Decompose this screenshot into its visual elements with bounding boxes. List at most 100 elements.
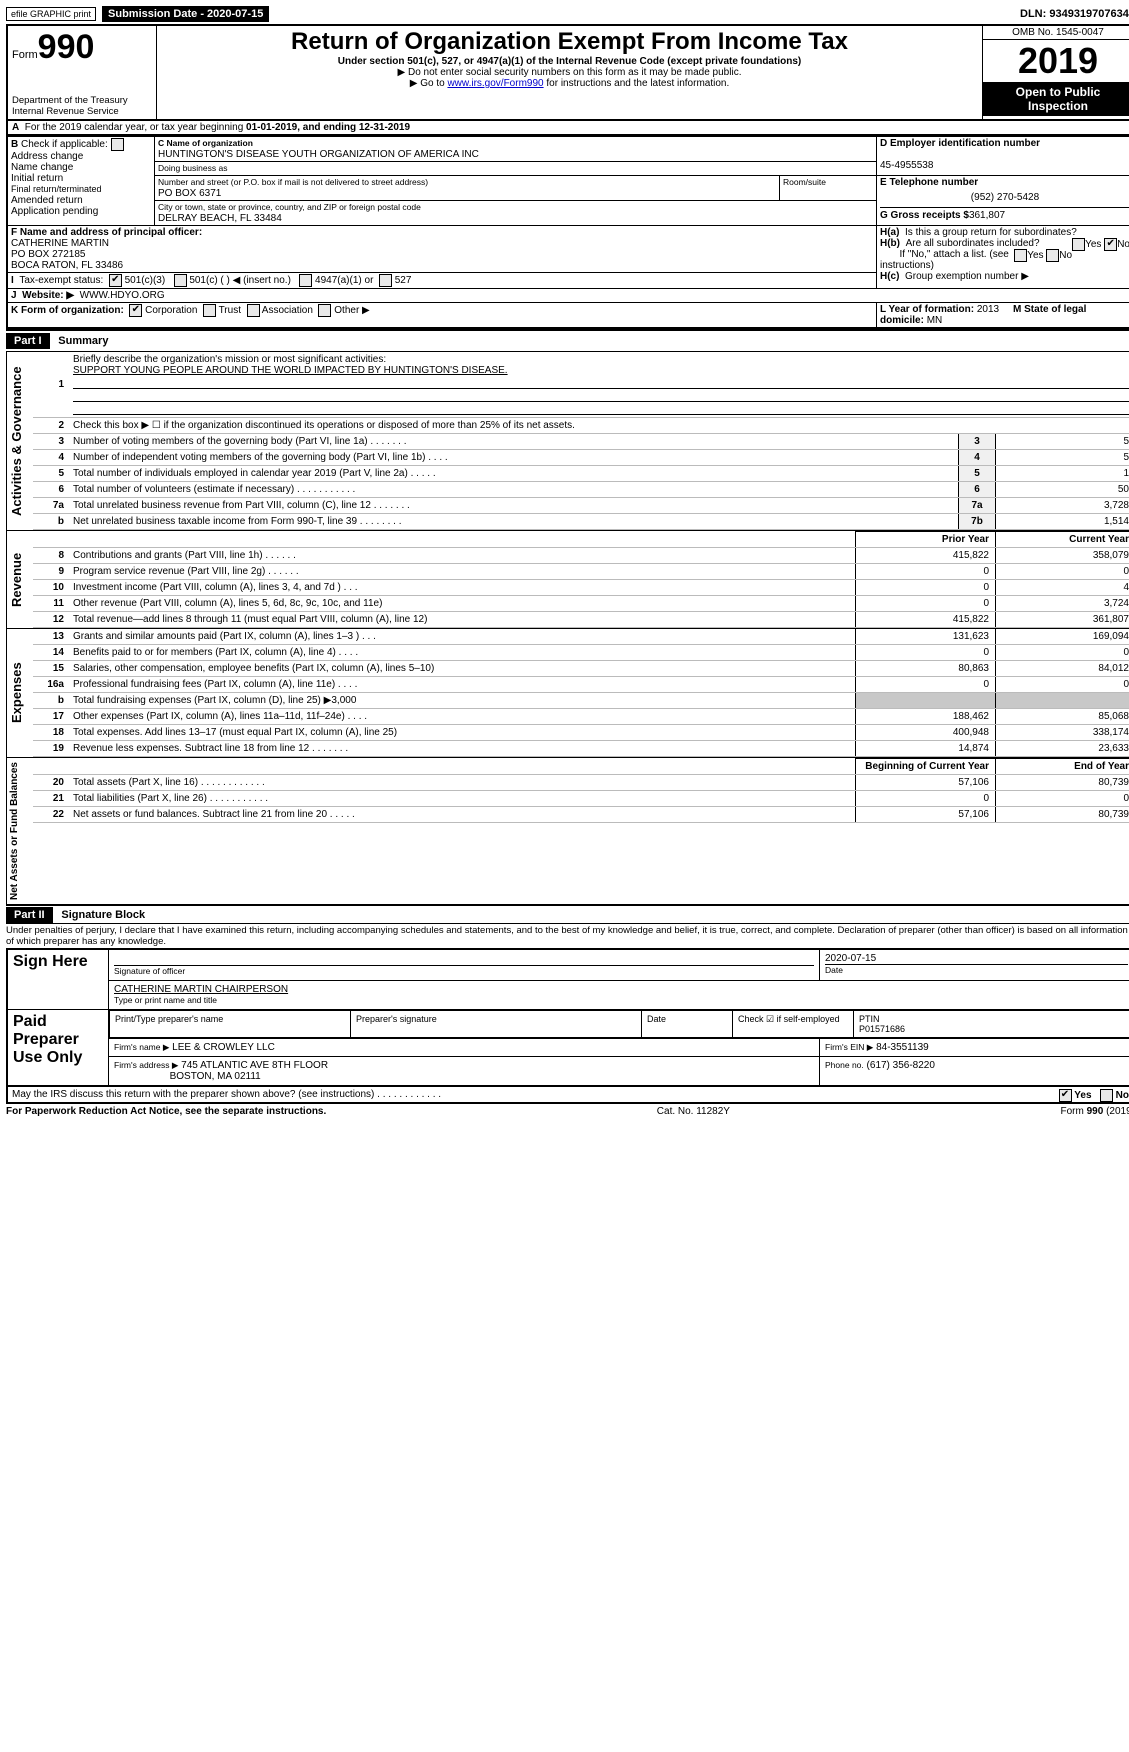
form-subtitle: Under section 501(c), 527, or 4947(a)(1)… bbox=[161, 56, 978, 67]
city-value: DELRAY BEACH, FL 33484 bbox=[158, 213, 282, 224]
ha-label: Is this a group return for subordinates? bbox=[905, 227, 1077, 238]
firm-ein: 84-3551139 bbox=[876, 1042, 929, 1053]
form-title: Return of Organization Exempt From Incom… bbox=[161, 28, 978, 56]
hb-note: If "No," attach a list. (see instruction… bbox=[880, 249, 1009, 271]
gov-table: 1 Briefly describe the organization's mi… bbox=[33, 352, 1129, 434]
gov-line: 6Total number of volunteers (estimate if… bbox=[33, 482, 1129, 498]
discuss-no: No bbox=[1116, 1090, 1129, 1101]
k-trust-checkbox[interactable] bbox=[203, 304, 216, 317]
rev-label: Revenue bbox=[6, 531, 33, 628]
gov-line: 4Number of independent voting members of… bbox=[33, 450, 1129, 466]
i-4947: 4947(a)(1) or bbox=[315, 275, 373, 286]
i-label: Tax-exempt status: bbox=[19, 275, 103, 286]
ha-no: No bbox=[1117, 239, 1129, 250]
k-corp-checkbox[interactable] bbox=[129, 304, 142, 317]
footer-right: Form 990 (2019) bbox=[1061, 1106, 1129, 1117]
j-label: Website: ▶ bbox=[22, 290, 74, 301]
form-prefix: Form bbox=[12, 49, 38, 61]
k-assoc-checkbox[interactable] bbox=[247, 304, 260, 317]
net-lines: Beginning of Current Year End of Year 20… bbox=[33, 758, 1129, 823]
i-501c3-checkbox[interactable] bbox=[109, 274, 122, 287]
data-line: 10Investment income (Part VIII, column (… bbox=[33, 580, 1129, 596]
g-label: G Gross receipts $ bbox=[880, 210, 969, 221]
sign-date: 2020-07-15 bbox=[825, 953, 1128, 964]
ha-yes: Yes bbox=[1085, 239, 1101, 250]
irs-link[interactable]: www.irs.gov/Form990 bbox=[447, 78, 543, 89]
data-line: 11Other revenue (Part VIII, column (A), … bbox=[33, 596, 1129, 612]
b-name-change: Name change bbox=[11, 162, 73, 173]
self-employed-label: Check ☑ if self-employed bbox=[733, 1011, 854, 1038]
i-527-checkbox[interactable] bbox=[379, 274, 392, 287]
data-line: 8Contributions and grants (Part VIII, li… bbox=[33, 548, 1129, 564]
preparer-sig-label: Preparer's signature bbox=[351, 1011, 642, 1038]
e-label: E Telephone number bbox=[880, 177, 978, 188]
data-line: 17Other expenses (Part IX, column (A), l… bbox=[33, 709, 1129, 725]
topbar: efile GRAPHIC print Submission Date - 20… bbox=[6, 6, 1129, 22]
firm-addr1: 745 ATLANTIC AVE 8TH FLOOR bbox=[181, 1060, 328, 1071]
phone-label: Phone no. bbox=[825, 1060, 864, 1070]
section-expenses: Expenses 13Grants and similar amounts pa… bbox=[6, 628, 1129, 757]
section-netassets: Net Assets or Fund Balances Beginning of… bbox=[6, 757, 1129, 906]
year-formation: 2013 bbox=[977, 304, 999, 315]
hb-no-checkbox[interactable] bbox=[1046, 249, 1059, 262]
ha-no-checkbox[interactable] bbox=[1104, 238, 1117, 251]
street-label: Number and street (or P.O. box if mail i… bbox=[158, 177, 428, 187]
dln-number: DLN: 93493197076340 bbox=[1020, 8, 1129, 20]
ha-yes-checkbox[interactable] bbox=[1072, 238, 1085, 251]
line-a-mid: , and ending bbox=[297, 122, 359, 133]
firm-ein-label: Firm's EIN ▶ bbox=[825, 1042, 873, 1052]
ptin-value: P01571686 bbox=[859, 1024, 905, 1034]
k-assoc: Association bbox=[262, 305, 313, 316]
firm-addr2: BOSTON, MA 02111 bbox=[170, 1071, 261, 1082]
gov-line: 3Number of voting members of the governi… bbox=[33, 434, 1129, 450]
gov-lines: 3Number of voting members of the governi… bbox=[33, 434, 1129, 530]
firm-name: LEE & CROWLEY LLC bbox=[172, 1042, 275, 1053]
org-name: HUNTINGTON'S DISEASE YOUTH ORGANIZATION … bbox=[158, 149, 479, 160]
submission-date: Submission Date - 2020-07-15 bbox=[102, 6, 269, 22]
hb-no: No bbox=[1059, 250, 1072, 261]
data-line: 16aProfessional fundraising fees (Part I… bbox=[33, 677, 1129, 693]
firm-phone: (617) 356-8220 bbox=[867, 1060, 935, 1071]
discuss-yes-checkbox[interactable] bbox=[1059, 1089, 1072, 1102]
discuss-no-checkbox[interactable] bbox=[1100, 1089, 1113, 1102]
k-other-checkbox[interactable] bbox=[318, 304, 331, 317]
data-line: 15Salaries, other compensation, employee… bbox=[33, 661, 1129, 677]
b-address-change: Address change bbox=[11, 151, 83, 162]
i-501c-checkbox[interactable] bbox=[174, 274, 187, 287]
d-label: D Employer identification number bbox=[880, 138, 1040, 149]
i-4947-checkbox[interactable] bbox=[299, 274, 312, 287]
preparer-name-label: Print/Type preparer's name bbox=[110, 1011, 351, 1038]
instr-goto: ▶ Go to www.irs.gov/Form990 for instruct… bbox=[161, 78, 978, 89]
city-label: City or town, state or province, country… bbox=[158, 202, 421, 212]
hb-yes-checkbox[interactable] bbox=[1014, 249, 1027, 262]
gov-line: bNet unrelated business taxable income f… bbox=[33, 514, 1129, 530]
state-domicile: MN bbox=[927, 315, 943, 326]
begin-year-head: Beginning of Current Year bbox=[856, 759, 996, 775]
part-i-tag: Part I bbox=[6, 333, 50, 349]
efile-label: efile GRAPHIC print bbox=[6, 7, 96, 21]
perjury-statement: Under penalties of perjury, I declare th… bbox=[6, 923, 1129, 948]
exp-lines: 13Grants and similar amounts paid (Part … bbox=[33, 629, 1129, 757]
gov-label: Activities & Governance bbox=[6, 352, 33, 530]
i-501c3: 501(c)(3) bbox=[125, 275, 166, 286]
line2-label: Check this box ▶ ☐ if the organization d… bbox=[70, 418, 1129, 434]
checkbox-applicable[interactable] bbox=[111, 138, 124, 151]
data-line: 19Revenue less expenses. Subtract line 1… bbox=[33, 741, 1129, 757]
instr-ssn: ▶ Do not enter social security numbers o… bbox=[161, 67, 978, 78]
b-label: Check if applicable: bbox=[21, 139, 108, 150]
footer: For Paperwork Reduction Act Notice, see … bbox=[6, 1104, 1129, 1117]
end-year-head: End of Year bbox=[996, 759, 1129, 775]
k-trust: Trust bbox=[219, 305, 241, 316]
data-line: 18Total expenses. Add lines 13–17 (must … bbox=[33, 725, 1129, 741]
preparer-date-label: Date bbox=[642, 1011, 733, 1038]
sign-date-label: Date bbox=[825, 965, 843, 975]
telephone-value: (952) 270-5428 bbox=[880, 188, 1129, 207]
hb-yes: Yes bbox=[1027, 250, 1043, 261]
k-corp: Corporation bbox=[145, 305, 197, 316]
open-to-public: Open to Public Inspection bbox=[983, 82, 1129, 116]
data-line: 12Total revenue—add lines 8 through 11 (… bbox=[33, 612, 1129, 628]
part-i-header: Part I Summary bbox=[6, 329, 1129, 351]
footer-mid: Cat. No. 11282Y bbox=[657, 1106, 730, 1117]
data-line: 9Program service revenue (Part VIII, lin… bbox=[33, 564, 1129, 580]
ein-value: 45-4955538 bbox=[880, 160, 933, 171]
